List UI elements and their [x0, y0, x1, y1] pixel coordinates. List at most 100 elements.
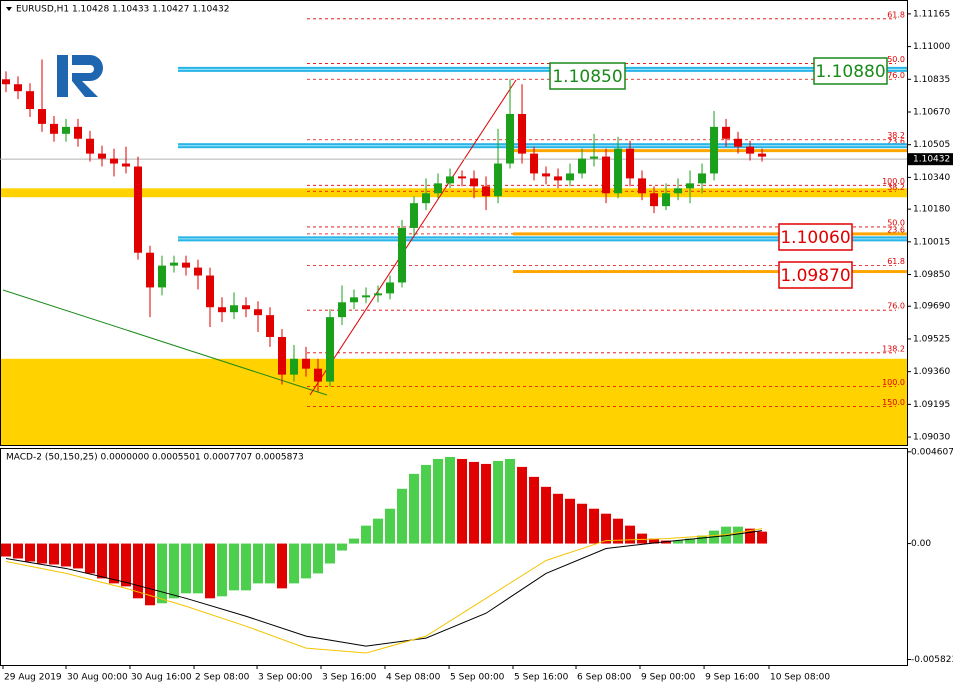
candle-body: [746, 146, 755, 154]
x-tick-label: 6 Sep 08:00: [577, 673, 632, 683]
main-frame: [0, 0, 908, 446]
candle-body: [110, 158, 119, 164]
macd-bar: [697, 535, 708, 544]
macd-bar: [25, 543, 36, 562]
candle-body: [338, 302, 347, 318]
fib-label: 61.8: [887, 10, 905, 19]
macd-frame: [0, 448, 908, 666]
candle-body: [38, 109, 47, 124]
candle-body: [326, 317, 335, 382]
candle-body: [182, 262, 191, 268]
candle-body: [458, 176, 467, 179]
candle-body: [62, 126, 71, 134]
macd-bar: [13, 543, 24, 559]
macd-bar: [565, 498, 576, 544]
macd-bar: [685, 538, 696, 544]
candle-body: [566, 173, 575, 181]
candle-body: [278, 336, 287, 375]
macd-bar: [97, 543, 108, 579]
menu-arrow[interactable]: [6, 7, 12, 11]
y-tick-label: 1.09195: [913, 400, 950, 410]
macd-bar: [445, 456, 456, 544]
macd-bar: [493, 460, 504, 544]
y-tick-label: 1.09850: [913, 270, 950, 280]
fib-label: 38.2: [887, 131, 905, 140]
level-annotation: 1.10850: [552, 67, 622, 87]
level-annotation: 1.09870: [780, 266, 850, 286]
candle-body: [218, 307, 227, 313]
macd-bar: [745, 528, 756, 544]
fib-label: 100.0: [882, 177, 905, 186]
red-trend-line: [309, 79, 517, 396]
x-tick-label: 5 Sep 00:00: [450, 673, 505, 683]
macd-bar: [613, 518, 624, 544]
candle-body: [410, 203, 419, 228]
logo-stem: [57, 55, 68, 97]
macd-bar: [349, 538, 360, 544]
candle-body: [254, 309, 263, 316]
candle-body: [470, 178, 479, 187]
fib-label: 50.0: [887, 55, 905, 64]
x-tick-label: 2 Sep 08:00: [195, 673, 250, 683]
candle-body: [122, 163, 131, 167]
macd-bar: [481, 463, 492, 544]
candle-body: [698, 173, 707, 184]
macd-bar: [577, 503, 588, 544]
level-annotation-box: [778, 223, 853, 251]
candle-body: [146, 252, 155, 288]
y-tick-label: 1.09525: [913, 334, 950, 344]
macd-bar: [409, 473, 420, 544]
candle-body: [74, 126, 83, 139]
macd-bar: [301, 543, 312, 579]
candle-body: [302, 358, 311, 369]
candle-body: [14, 84, 23, 92]
macd-bar: [673, 540, 684, 544]
green-trend-line: [2, 289, 328, 396]
candle-body: [2, 79, 11, 85]
x-tick-label: 30 Aug 00:00: [67, 673, 128, 683]
macd-bar: [205, 543, 216, 599]
candle-body: [314, 368, 323, 382]
candle-body: [26, 91, 35, 110]
macd-bar: [733, 526, 744, 544]
candle-body: [650, 193, 659, 207]
x-tick-label: 30 Aug 16:00: [131, 673, 192, 683]
macd-bar: [385, 508, 396, 544]
level-annotation-box: [813, 57, 888, 85]
support-zone: [1, 358, 907, 445]
candle-body: [686, 183, 695, 189]
candle-body: [602, 156, 611, 194]
logo-bowl: [72, 55, 103, 97]
y-tick-label: 1.09030: [913, 433, 950, 443]
fib-label: 76.0: [887, 302, 905, 311]
macd-bar: [325, 543, 336, 564]
candle-body: [614, 148, 623, 194]
fib-label: 38.2: [887, 183, 905, 192]
fib-label: 50.0: [887, 218, 905, 227]
candle-body: [578, 158, 587, 174]
symbol-header: EURUSD,H1 1.10428 1.10433 1.10427 1.1043…: [16, 5, 229, 15]
macd-bar: [181, 543, 192, 594]
macd-bar: [229, 543, 240, 591]
fib-label: 76.0: [887, 71, 905, 80]
macd-bar: [649, 538, 660, 544]
macd-line: [5, 528, 763, 654]
candle-body: [542, 173, 551, 177]
macd-bar: [277, 543, 288, 589]
macd-bar: [553, 493, 564, 544]
x-tick-label: 9 Sep 16:00: [705, 673, 760, 683]
macd-bar: [505, 458, 516, 544]
macd-bar: [133, 543, 144, 599]
candle-body: [554, 176, 563, 181]
y-tick-label: 1.10670: [913, 107, 950, 117]
macd-bar: [85, 543, 96, 574]
macd-bar: [265, 543, 276, 584]
macd-bar: [337, 543, 348, 551]
y-tick-label: 0.00: [911, 539, 931, 549]
macd-bar: [373, 518, 384, 544]
y-tick-label: 1.11000: [913, 42, 950, 52]
last-price-label: 1.10432: [913, 155, 950, 165]
candle-body: [266, 315, 275, 337]
candle-body: [98, 153, 107, 159]
macd-bar: [421, 464, 432, 544]
